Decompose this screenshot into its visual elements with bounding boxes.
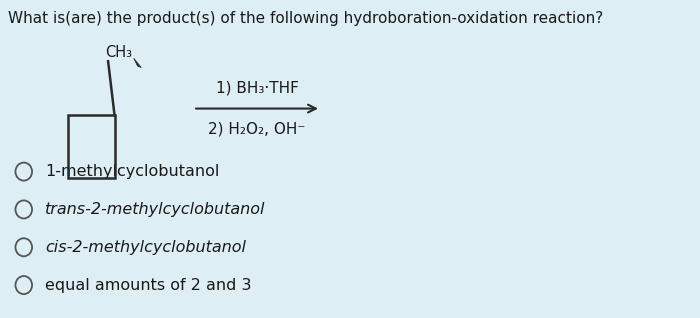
Text: 1) BH₃·THF: 1) BH₃·THF [216, 81, 298, 96]
Text: What is(are) the product(s) of the following hydroboration-oxidation reaction?: What is(are) the product(s) of the follo… [8, 11, 603, 26]
Polygon shape [134, 58, 141, 68]
Text: CH₃: CH₃ [105, 45, 132, 60]
Text: 1-methylcyclobutanol: 1-methylcyclobutanol [45, 164, 219, 179]
Text: trans-2-methylcyclobutanol: trans-2-methylcyclobutanol [45, 202, 265, 217]
Text: equal amounts of 2 and 3: equal amounts of 2 and 3 [45, 278, 251, 293]
Text: 2) H₂O₂, OH⁻: 2) H₂O₂, OH⁻ [209, 121, 306, 136]
Text: cis-2-methylcyclobutanol: cis-2-methylcyclobutanol [45, 240, 246, 255]
